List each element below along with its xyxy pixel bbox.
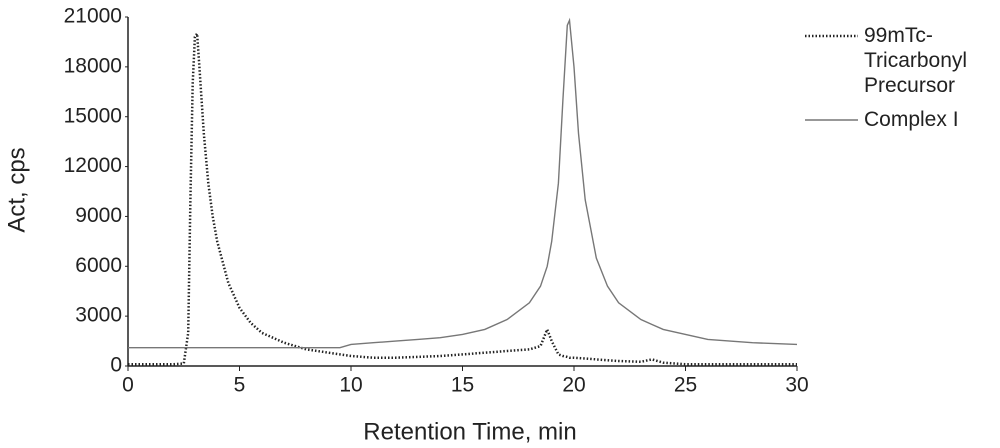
y-tick-label: 6000 (75, 254, 122, 277)
legend-text: Complex I (864, 108, 959, 131)
y-axis-label: Act, cps (3, 147, 30, 232)
y-tick-label: 0 (110, 354, 122, 377)
legend-label: 99mTc-Tricarbonyl Precursor (864, 24, 968, 97)
x-tick-label: 30 (785, 374, 808, 397)
y-tick-label: 18000 (64, 54, 122, 77)
x-axis-label: Retention Time, min (363, 418, 576, 445)
x-tick-label: 15 (451, 374, 474, 397)
x-tick-label: 10 (339, 374, 362, 397)
y-tick-label: 12000 (64, 154, 122, 177)
series-line (128, 17, 798, 349)
x-tick-label: 25 (674, 374, 697, 397)
y-tick-label: 15000 (64, 104, 122, 127)
legend-label: Complex I (864, 108, 959, 131)
legend-text: 99mTc-Tricarbonyl Precursor (864, 24, 968, 97)
y-tick-label: 9000 (75, 204, 122, 227)
series-line (128, 29, 797, 366)
y-tick-label: 21000 (64, 5, 122, 28)
x-tick-label: 0 (122, 374, 134, 397)
y-tick-label: 3000 (75, 304, 122, 327)
x-tick-label: 5 (234, 374, 246, 397)
x-tick-label: 20 (562, 374, 585, 397)
